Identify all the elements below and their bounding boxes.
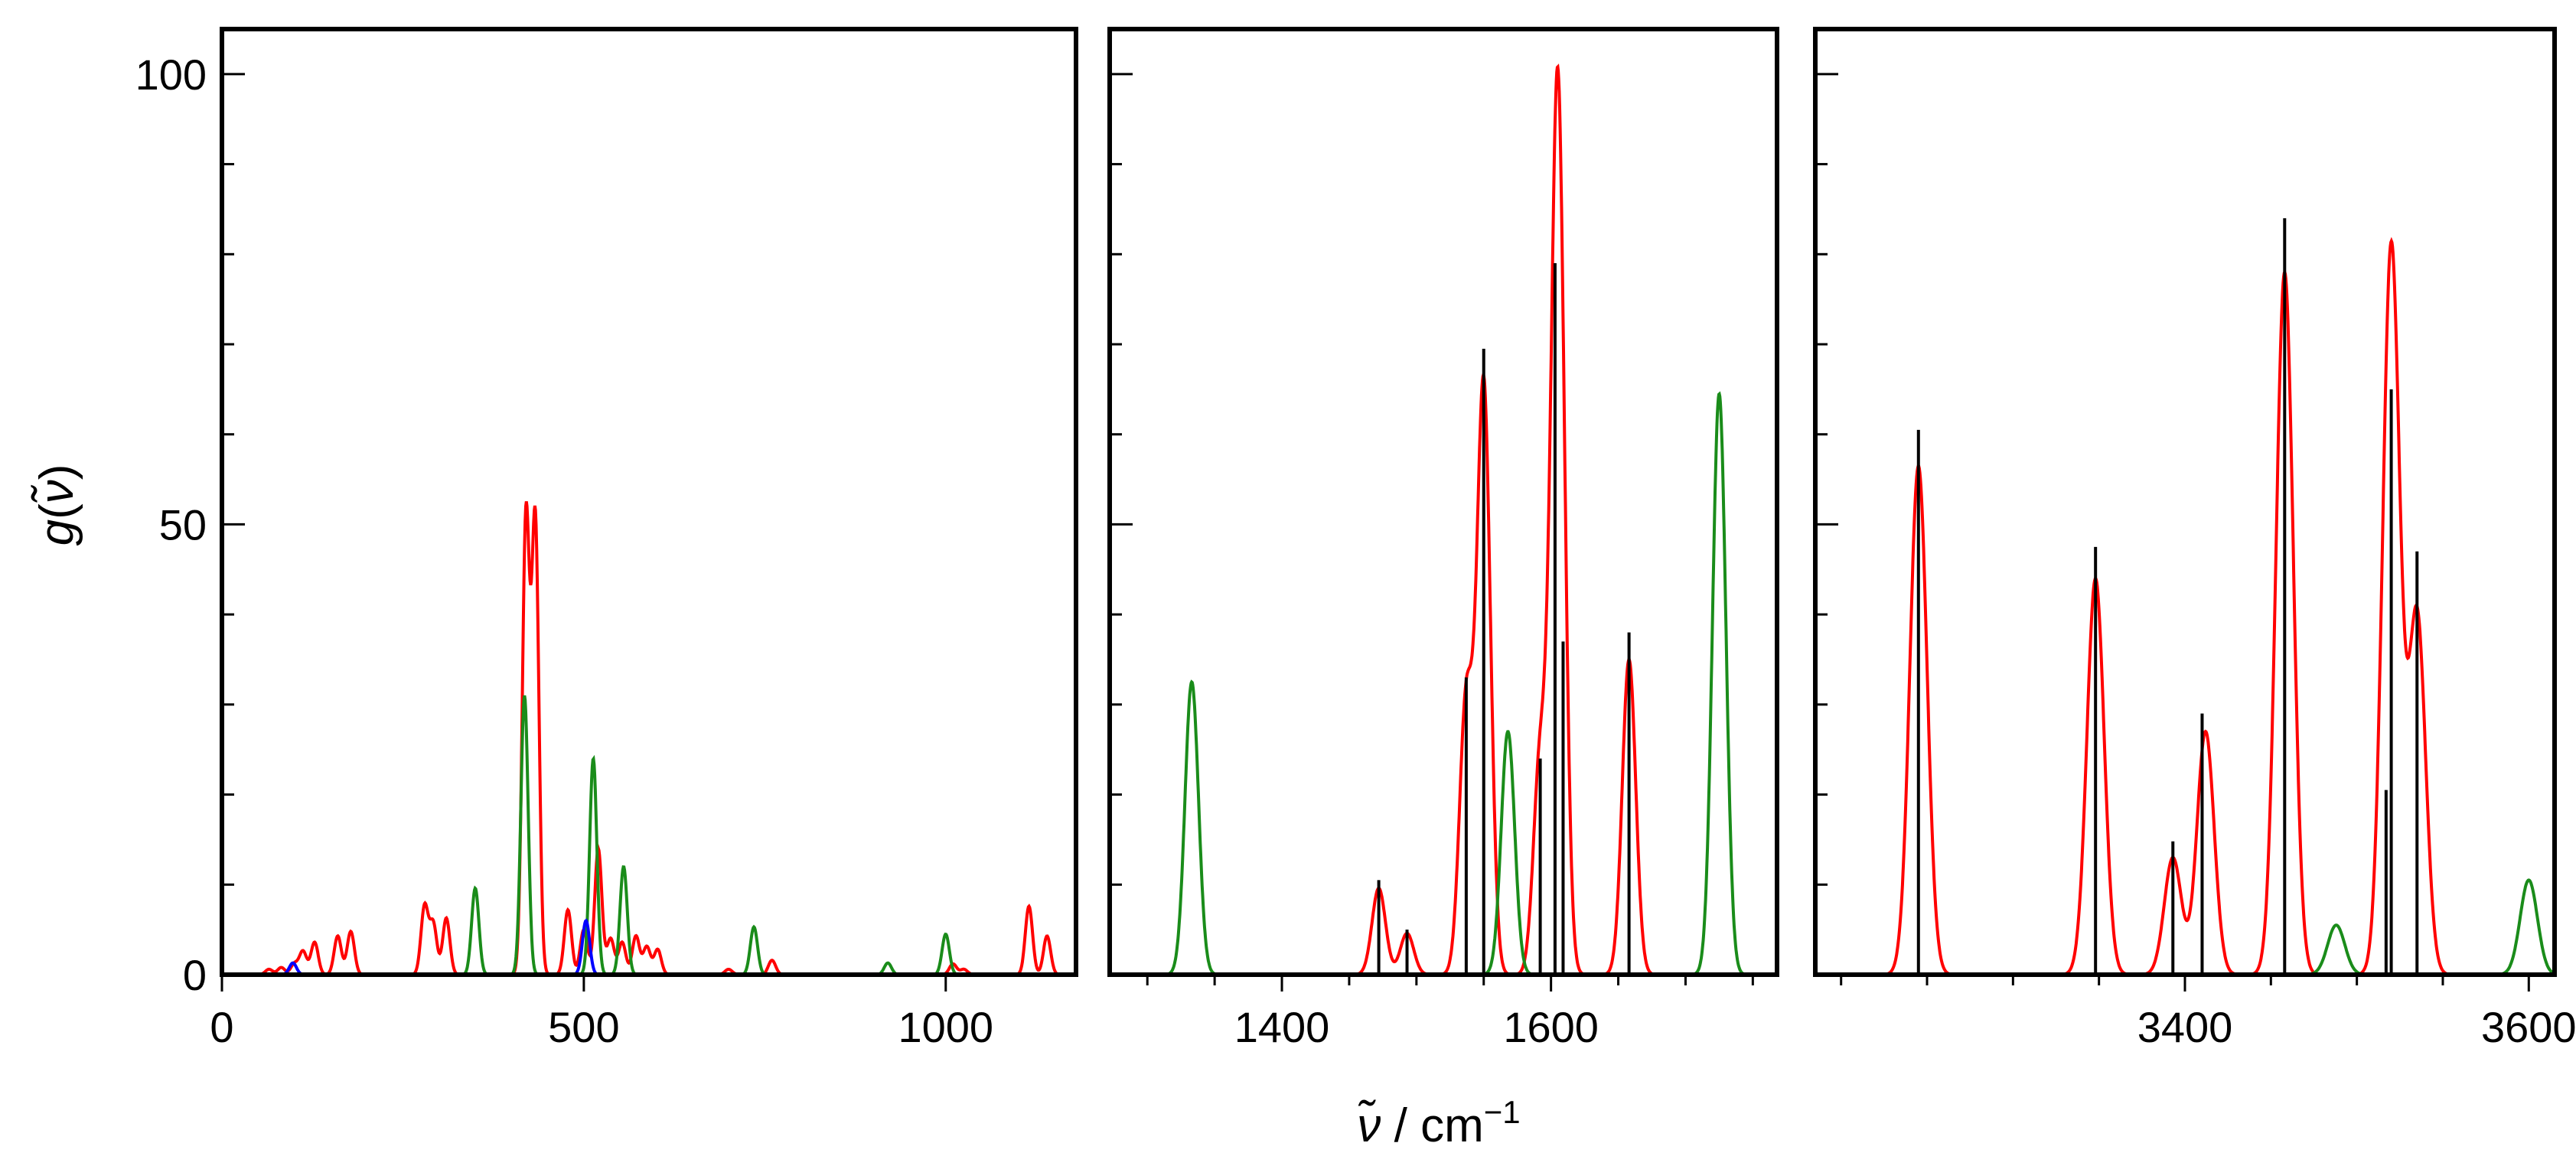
series-line-green-right: [1815, 878, 2555, 975]
y-axis-title-close: ): [31, 464, 83, 480]
series-line-red-left: [222, 501, 1076, 975]
y-axis-title: g(ν̃): [31, 464, 83, 546]
x-tick-label: 0: [210, 1003, 233, 1051]
panel-frame-middle: [1107, 27, 1779, 977]
y-tick-label: 50: [159, 500, 207, 549]
series-line-green-middle: [1110, 391, 1777, 975]
spectrum-curves-left: [222, 501, 1076, 975]
series-line-red-right: [1815, 236, 2555, 975]
y-axis-title-open: (: [31, 503, 83, 519]
spectrum-curves-right: [1815, 218, 2555, 975]
x-tick-label: 500: [548, 1003, 619, 1051]
x-axis-title-symbol: ν̃: [1357, 1099, 1381, 1152]
panel-frame-left: [220, 27, 1078, 977]
panel-frame-right: [1813, 27, 2557, 977]
y-axis-title-arg: ν̃: [31, 480, 83, 503]
x-axis-title-exponent: −1: [1484, 1094, 1521, 1130]
panel-middle: 1400 1600: [1107, 27, 1779, 1051]
series-line-red-middle: [1110, 63, 1777, 975]
x-tick-label: 1400: [1234, 1003, 1330, 1051]
x-tick-label: 1000: [898, 1003, 993, 1051]
x-tick-label: 3400: [2137, 1003, 2233, 1051]
x-tick-label: 1600: [1503, 1003, 1599, 1051]
panel-right: 3400 3600: [1813, 27, 2576, 1051]
y-tick-label: 100: [135, 50, 207, 99]
x-tick-label: 3600: [2481, 1003, 2576, 1051]
x-axis-title: ν̃ / cm−1: [1357, 1094, 1520, 1152]
spectrum-curves-middle: [1110, 63, 1777, 975]
x-axis-title-unit: / cm: [1381, 1099, 1483, 1152]
y-tick-label: 0: [183, 951, 207, 999]
y-axis-title-symbol: g: [31, 519, 83, 545]
